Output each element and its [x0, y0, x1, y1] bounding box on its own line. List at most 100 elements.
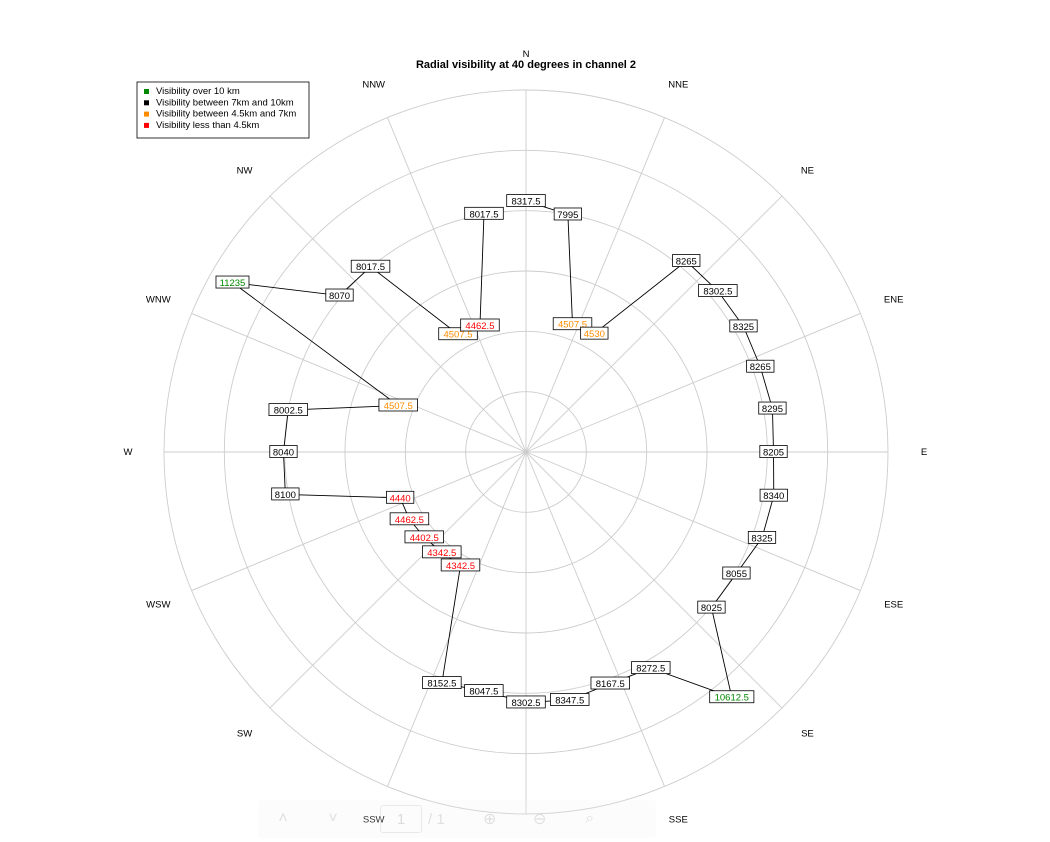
point-label: 8025 [701, 603, 722, 614]
data-point: 4462.5 [460, 318, 500, 332]
point-label-box [378, 398, 418, 412]
point-label-box [747, 530, 777, 544]
search-button[interactable]: ⌕ [565, 800, 615, 838]
previous-page-button[interactable]: ˄ [258, 800, 308, 838]
legend-entry: Visibility less than 4.5km [156, 120, 259, 131]
point-label-box [506, 194, 546, 207]
data-point: 11235 [215, 275, 250, 289]
point-label: 8040 [273, 448, 294, 459]
data-point: 8265 [672, 254, 701, 268]
point-label-box [422, 545, 462, 559]
direction-label: NE [801, 166, 814, 177]
data-point: 8325 [747, 530, 777, 544]
point-label-box [709, 690, 755, 704]
point-label-box [759, 488, 788, 502]
data-point: 4402.5 [404, 530, 444, 544]
zoom-in-button[interactable]: ⊕ [465, 800, 515, 838]
point-label: 8325 [751, 533, 772, 544]
zoom-out-button[interactable]: ⊖ [515, 800, 565, 838]
data-point: 8167.5 [590, 676, 630, 690]
point-label: 8017.5 [356, 262, 385, 273]
point-label-box [506, 695, 546, 709]
data-point: 8055 [722, 566, 751, 580]
grid-spoke [269, 451, 527, 709]
point-label-box [580, 326, 609, 340]
direction-label: SSW [363, 815, 385, 826]
data-point: 8025 [697, 600, 726, 614]
data-point: 4507.5 [552, 317, 593, 331]
direction-label: SW [237, 728, 252, 739]
point-label-box [350, 259, 391, 273]
data-point: 4342.5 [440, 558, 481, 572]
grid-spoke [387, 117, 527, 453]
data-point: 8152.5 [422, 676, 462, 690]
point-label: 8295 [762, 404, 783, 415]
point-label: 8265 [676, 257, 697, 268]
point-label-box [698, 284, 738, 297]
direction-label: NNE [668, 79, 688, 90]
point-label-box [550, 693, 590, 706]
point-label-box [268, 403, 308, 416]
data-point: 8325 [729, 319, 758, 333]
direction-label: SE [801, 728, 814, 739]
point-label-box [389, 512, 430, 526]
data-point: 8205 [759, 445, 788, 459]
point-label: 8302.5 [511, 698, 540, 709]
grid-spoke [525, 195, 783, 453]
point-label: 8047.5 [469, 687, 498, 698]
point-label-box [269, 445, 298, 458]
point-label: 8070 [329, 291, 350, 302]
zoom-in-icon: ⊕ [482, 811, 497, 828]
grid-spoke [387, 451, 527, 787]
pdf-viewer-toolbar: ˄ ˅ 1 / 1 ⊕ ⊖ ⌕ [258, 800, 656, 838]
direction-labels: NNNENEENEEESESESSESSSWSWWSWWWNWNWNNW [124, 49, 928, 826]
point-label-box [759, 445, 788, 458]
point-label: 8347.5 [555, 695, 584, 706]
data-point: 8265 [746, 359, 775, 373]
data-point: 8340 [759, 488, 788, 502]
point-label: 4402.5 [410, 533, 439, 544]
point-label: 8100 [275, 490, 296, 501]
data-point: 8070 [325, 288, 354, 302]
point-label-box [758, 401, 787, 415]
point-label: 4462.5 [465, 321, 494, 332]
direction-label: WSW [146, 599, 170, 610]
point-label: 8340 [763, 491, 784, 502]
point-label-box [553, 207, 582, 221]
point-label-box [422, 676, 462, 690]
point-label-box [271, 487, 300, 501]
point-label: 8302.5 [703, 287, 732, 298]
legend-entry: Visibility over 10 km [156, 86, 240, 97]
data-point: 8100 [271, 487, 300, 501]
point-label: 8205 [763, 448, 784, 459]
data-point: 8302.5 [698, 284, 738, 298]
legend-entry: Visibility between 4.5km and 7km [156, 109, 296, 120]
data-point: 8017.5 [464, 206, 504, 220]
chevron-up-icon: ˄ [278, 810, 288, 827]
point-label-box [729, 319, 758, 333]
chart-title: Radial visibility at 40 degrees in chann… [416, 59, 636, 71]
point-label-box [386, 490, 415, 504]
next-page-button[interactable]: ˅ [308, 800, 358, 838]
polar-grid [163, 89, 889, 815]
data-point: 8317.5 [506, 194, 546, 208]
point-label: 8167.5 [596, 679, 625, 690]
point-label-box [460, 318, 500, 332]
point-label: 4462.5 [395, 515, 424, 526]
direction-label: ENE [884, 295, 904, 306]
point-label: 4530 [584, 329, 605, 340]
chevron-down-icon: ˅ [328, 810, 338, 827]
point-label: 8055 [726, 569, 747, 580]
grid-spoke [269, 195, 527, 453]
data-point: 8347.5 [550, 693, 590, 706]
point-label: 4440 [390, 493, 411, 504]
point-label: 7995 [557, 210, 578, 221]
zoom-out-icon: ⊖ [532, 811, 547, 828]
page-number-input[interactable]: 1 [380, 805, 422, 833]
point-label-box [590, 676, 630, 690]
data-point: 8017.5 [350, 259, 391, 273]
point-label-box [464, 684, 504, 697]
legend-box [136, 81, 310, 139]
